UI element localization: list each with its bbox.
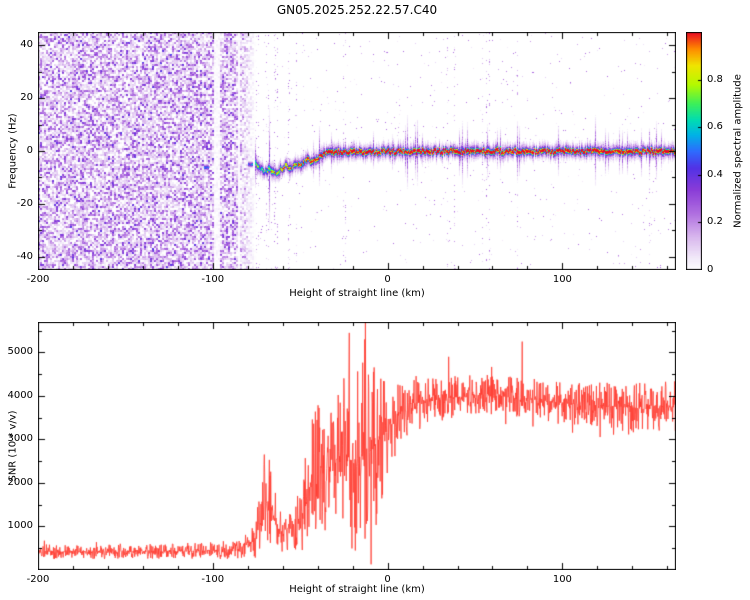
tick-label: 3000 xyxy=(7,433,33,445)
snr-ylabel-text: SNR (10 * v/v) xyxy=(7,410,19,482)
spectrogram-canvas xyxy=(38,32,676,270)
tick-label: 0.8 xyxy=(707,73,723,85)
tick-label: 2000 xyxy=(7,476,33,488)
tick-label: -200 xyxy=(26,574,50,585)
tick-label: 0 xyxy=(26,145,33,156)
tick-label: 1000 xyxy=(7,520,33,532)
tick-label: 0 xyxy=(707,264,714,275)
snr-xlabel: Height of straight line (km) xyxy=(289,584,425,595)
snr-canvas xyxy=(38,322,676,570)
chart-title: GN05.2025.252.22.57.C40 xyxy=(276,3,438,17)
tick-label: 40 xyxy=(20,39,33,51)
tick-label: 0.2 xyxy=(707,216,723,228)
tick-label: 0.6 xyxy=(707,121,723,133)
tick-label: -200 xyxy=(26,274,50,285)
tick-label: 5000 xyxy=(7,346,33,358)
tick-label: 20 xyxy=(20,92,33,104)
spectrogram-xlabel: Height of straight line (km) xyxy=(289,288,425,299)
tick-label: 100 xyxy=(552,274,572,285)
tick-label: -40 xyxy=(16,250,33,262)
tick-label: -100 xyxy=(201,574,225,585)
tick-label: 0 xyxy=(384,274,391,285)
tick-label: -20 xyxy=(16,197,33,209)
tick-label: 100 xyxy=(552,574,572,585)
tick-label: -100 xyxy=(201,274,225,285)
colorbar-label-text: Normalized spectral amplitude xyxy=(732,74,744,228)
tick-label: 0 xyxy=(384,574,391,585)
colorbar-canvas xyxy=(686,32,702,270)
tick-label: 0.4 xyxy=(707,168,723,180)
tick-label: 4000 xyxy=(7,389,33,401)
